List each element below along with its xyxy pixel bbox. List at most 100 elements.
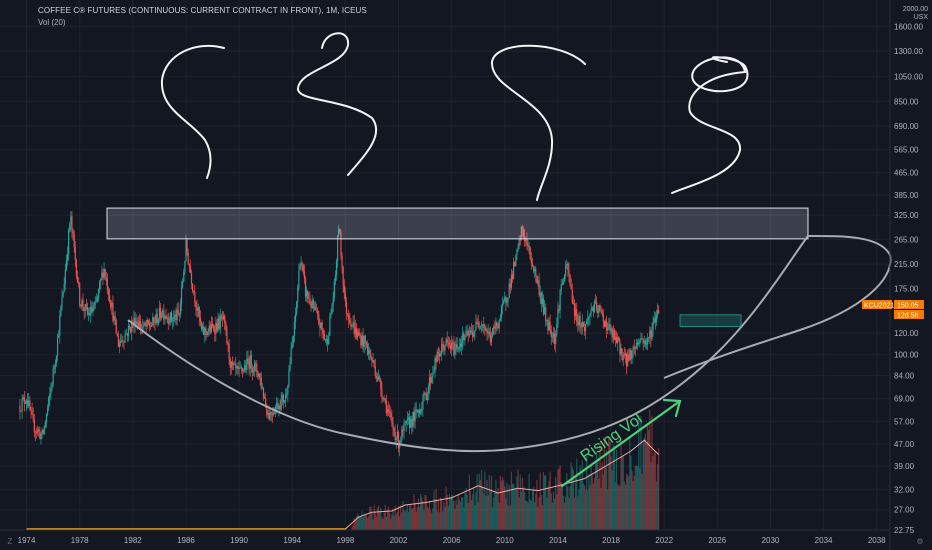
candle-body: [528, 245, 530, 248]
squiggle-1: [160, 44, 225, 179]
volume-bar: [558, 468, 560, 530]
candle-body: [565, 265, 567, 276]
candle-body: [508, 283, 510, 298]
volume-bar: [423, 509, 425, 530]
volume-bar: [637, 466, 639, 530]
timezone-z-button[interactable]: Z: [7, 537, 13, 546]
candle-body: [262, 387, 265, 398]
candle-body: [339, 229, 341, 233]
candle-body: [491, 328, 494, 337]
volume-bar: [620, 438, 622, 530]
candle-body: [563, 275, 566, 282]
candle-body: [188, 264, 190, 267]
volume-bar: [602, 474, 604, 530]
volume-bar: [546, 497, 548, 530]
volume-bar: [426, 506, 428, 530]
settings-gear-icon[interactable]: ⚙: [916, 537, 924, 546]
candles: [19, 211, 660, 457]
price-axis[interactable]: 1600.00 1300.00 1050.00 850.00 690.00 565.00 4…: [889, 0, 923, 550]
candle-body: [400, 440, 402, 442]
candle-body: [476, 321, 478, 323]
candle-body: [432, 373, 434, 377]
candle-body: [281, 394, 283, 399]
target-box[interactable]: [679, 314, 742, 327]
volume-bar: [600, 487, 602, 530]
candle-body: [380, 379, 382, 389]
volume-bar: [399, 516, 401, 530]
volume-bar: [586, 456, 588, 530]
candle-body: [73, 234, 75, 247]
candle-body: [280, 398, 282, 410]
candle-body: [366, 343, 369, 354]
candle-body: [195, 302, 197, 308]
volume-bar: [443, 501, 445, 530]
handle-arc[interactable]: [663, 234, 892, 379]
rising-vol-arrow: [560, 398, 682, 488]
volume-bar: [550, 493, 552, 530]
volume-bar: [465, 487, 467, 530]
candle-body: [489, 334, 491, 343]
candle-body: [52, 368, 54, 385]
squiggle-2: [297, 32, 378, 176]
candle-body: [497, 325, 499, 329]
candle-body: [539, 292, 541, 296]
candle-body: [649, 330, 651, 338]
symbol-label: KCU2021: [864, 303, 894, 310]
candle-body: [272, 413, 275, 415]
candle-body: [90, 306, 92, 316]
candle-body: [44, 421, 46, 427]
volume-bar: [468, 474, 470, 530]
candle-body: [55, 355, 58, 364]
candle-body: [628, 354, 630, 361]
y-tick-label: 22.75: [894, 526, 915, 535]
y-tick-label: 69.00: [894, 395, 915, 404]
time-axis[interactable]: 1974 1978 1982 1986 1990 1994 1998 2002 2006 2010…: [0, 529, 890, 545]
candle-body: [549, 321, 551, 331]
volume-bar: [402, 500, 404, 530]
candle-body: [325, 339, 328, 341]
candle-body: [371, 358, 373, 362]
volume-bar: [392, 508, 394, 530]
candle-body: [331, 304, 333, 313]
candle-body: [427, 386, 429, 394]
candle-body: [555, 334, 557, 344]
candle-body: [128, 325, 131, 327]
candle-body: [341, 255, 343, 267]
candle-body: [148, 323, 151, 327]
candle-body: [644, 340, 646, 345]
y-tick-label: 465.00: [894, 169, 919, 178]
volume-bar: [532, 487, 535, 530]
candle-body: [197, 307, 199, 311]
candle-body: [20, 411, 22, 412]
candle-body: [439, 354, 442, 357]
candle-body: [443, 346, 445, 351]
candle-body: [352, 322, 354, 325]
candle-body: [372, 360, 374, 362]
volume-bar: [430, 510, 432, 530]
candle-body: [136, 321, 138, 324]
candle-body: [46, 407, 49, 414]
candle-body: [520, 226, 522, 240]
candle-body: [582, 321, 584, 328]
candle-body: [469, 330, 472, 333]
volume-bar: [353, 518, 355, 530]
candle-body: [166, 317, 168, 318]
candle-body: [596, 302, 598, 311]
candle-body: [179, 303, 182, 315]
volume-bar: [407, 511, 410, 530]
volume-bar: [458, 500, 460, 530]
resistance-zone[interactable]: [106, 207, 809, 240]
volume-bar: [457, 493, 459, 530]
candle-body: [478, 326, 480, 328]
candle-body: [107, 290, 110, 296]
candle-body: [517, 246, 519, 250]
candle-body: [209, 325, 211, 332]
candle-body: [112, 302, 114, 321]
candle-body: [235, 363, 237, 369]
volume-bar: [384, 504, 386, 530]
cup-curve[interactable]: [127, 235, 809, 453]
candle-body: [475, 321, 477, 331]
volume-bar: [410, 504, 412, 530]
candle-body: [623, 354, 625, 356]
